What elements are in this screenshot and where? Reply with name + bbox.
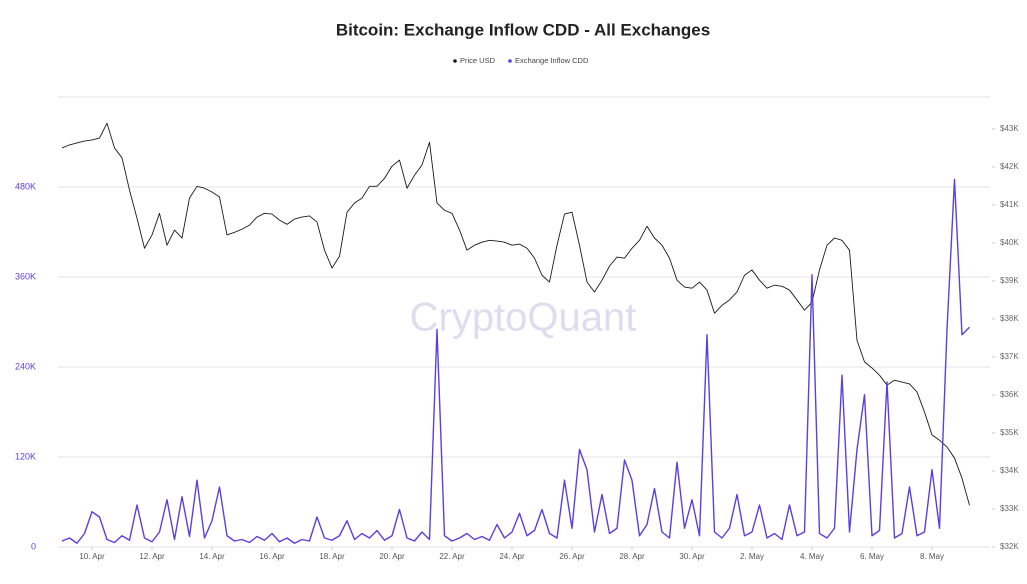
watermark: CryptoQuant bbox=[410, 296, 637, 340]
x-tick-label: 26. Apr bbox=[559, 552, 585, 561]
legend-swatch bbox=[508, 59, 512, 63]
y2-tick-label: $40K bbox=[1000, 238, 1019, 247]
x-tick-label: 6. May bbox=[860, 552, 884, 561]
series-line bbox=[61, 122, 970, 506]
y2-tick-label: $36K bbox=[1000, 390, 1019, 399]
y2-tick-label: $32K bbox=[1000, 542, 1019, 551]
y-tick-label: 120K bbox=[15, 451, 36, 461]
y2-tick-label: $39K bbox=[1000, 276, 1019, 285]
y2-tick-label: $38K bbox=[1000, 314, 1019, 323]
legend-label: Price USD bbox=[460, 56, 496, 65]
y-tick-label: 360K bbox=[15, 271, 36, 281]
x-tick-label: 22. Apr bbox=[439, 552, 465, 561]
y2-tick-label: $37K bbox=[1000, 352, 1019, 361]
x-tick-label: 28. Apr bbox=[619, 552, 645, 561]
y-tick-label: 0 bbox=[31, 541, 36, 551]
grid bbox=[58, 96, 990, 548]
x-tick-label: 20. Apr bbox=[379, 552, 405, 561]
x-tick-label: 16. Apr bbox=[259, 552, 285, 561]
y-tick-label: 240K bbox=[15, 361, 36, 371]
series-line bbox=[61, 178, 970, 544]
x-tick-label: 8. May bbox=[920, 552, 944, 561]
x-tick-label: 2. May bbox=[740, 552, 764, 561]
chart-title: Bitcoin: Exchange Inflow CDD - All Excha… bbox=[336, 20, 710, 39]
marks bbox=[61, 122, 970, 544]
x-tick-label: 12. Apr bbox=[139, 552, 165, 561]
y2-tick-label: $34K bbox=[1000, 466, 1019, 475]
x-tick-label: 18. Apr bbox=[319, 552, 345, 561]
y2-tick-label: $41K bbox=[1000, 200, 1019, 209]
legend-label: Exchange Inflow CDD bbox=[515, 56, 589, 65]
y2-tick-label: $42K bbox=[1000, 162, 1019, 171]
y-tick-label: 480K bbox=[15, 181, 36, 191]
x-tick-label: 14. Apr bbox=[199, 552, 225, 561]
x-tick-label: 10. Apr bbox=[79, 552, 105, 561]
y2-tick-label: $43K bbox=[1000, 124, 1019, 133]
y2-tick-label: $33K bbox=[1000, 504, 1019, 513]
x-tick-label: 30. Apr bbox=[679, 552, 705, 561]
x-tick-label: 24. Apr bbox=[499, 552, 525, 561]
x-tick-label: 4. May bbox=[800, 552, 824, 561]
y2-tick-label: $35K bbox=[1000, 428, 1019, 437]
legend-swatch bbox=[453, 59, 457, 63]
